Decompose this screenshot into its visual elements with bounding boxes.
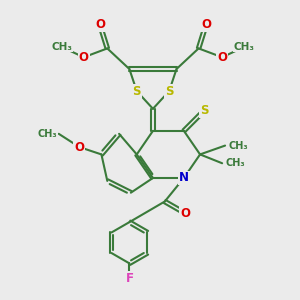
Text: CH₃: CH₃	[229, 141, 248, 151]
Text: CH₃: CH₃	[38, 129, 57, 139]
Text: CH₃: CH₃	[51, 42, 72, 52]
Text: CH₃: CH₃	[226, 158, 245, 168]
Text: N: N	[179, 172, 189, 184]
Text: O: O	[180, 207, 190, 220]
Text: O: O	[74, 141, 84, 154]
Text: O: O	[95, 18, 105, 32]
Text: S: S	[165, 85, 173, 98]
Text: O: O	[79, 51, 89, 64]
Text: O: O	[201, 18, 211, 32]
Text: S: S	[133, 85, 141, 98]
Text: O: O	[217, 51, 227, 64]
Text: F: F	[125, 272, 134, 285]
Text: S: S	[200, 104, 209, 117]
Text: CH₃: CH₃	[234, 42, 255, 52]
